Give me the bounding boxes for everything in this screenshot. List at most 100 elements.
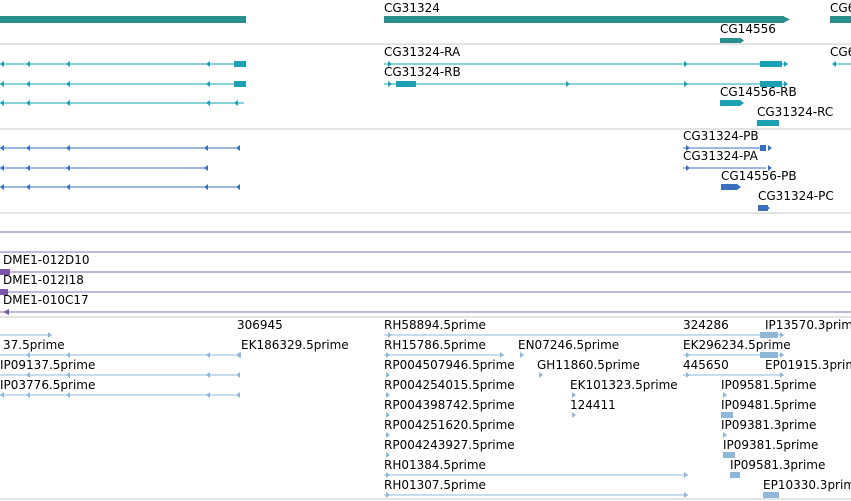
est-arrow[interactable]: [386, 472, 390, 478]
est-arrow[interactable]: [236, 392, 240, 398]
est-arrow[interactable]: [0, 392, 4, 398]
gene-strand-arrow[interactable]: [784, 16, 790, 23]
protein-strand-arrow[interactable]: [0, 184, 4, 190]
clone-end[interactable]: [0, 269, 10, 275]
clone-end[interactable]: [0, 289, 8, 295]
est-arrow[interactable]: [386, 392, 390, 398]
est-arrow[interactable]: [686, 372, 690, 378]
est-arrow[interactable]: [206, 372, 210, 378]
protein-strand-arrow[interactable]: [26, 165, 30, 171]
transcript-exon[interactable]: [234, 81, 246, 87]
gene-strand-arrow[interactable]: [740, 37, 744, 44]
transcript-strand-arrow[interactable]: [66, 81, 70, 87]
transcript-strand-arrow[interactable]: [26, 61, 30, 67]
est-arrow[interactable]: [66, 352, 70, 358]
protein-coding-block[interactable]: [758, 205, 768, 211]
est-arrow[interactable]: [66, 392, 70, 398]
est-arrow[interactable]: [500, 352, 504, 358]
protein-strand-arrow[interactable]: [26, 184, 30, 190]
est-arrow[interactable]: [48, 332, 52, 338]
protein-strand-arrow[interactable]: [686, 145, 690, 151]
est-arrow[interactable]: [686, 352, 690, 358]
protein-strand-arrow[interactable]: [204, 184, 208, 190]
gene-feature[interactable]: [720, 38, 740, 43]
est-arrow[interactable]: [780, 332, 784, 338]
est-block[interactable]: [730, 472, 740, 478]
transcript-strand-arrow[interactable]: [206, 81, 210, 87]
est-arrow[interactable]: [26, 352, 30, 358]
transcript-strand-arrow[interactable]: [784, 61, 788, 67]
est-block[interactable]: [763, 492, 779, 498]
est-arrow[interactable]: [66, 372, 70, 378]
transcript-exon[interactable]: [234, 61, 246, 67]
transcript-strand-arrow[interactable]: [206, 61, 210, 67]
est-arrow[interactable]: [206, 392, 210, 398]
clone-end[interactable]: [3, 309, 9, 315]
est-arrow[interactable]: [386, 412, 390, 418]
transcript-exon[interactable]: [720, 100, 740, 106]
transcript-exon[interactable]: [396, 81, 416, 87]
transcript-strand-arrow[interactable]: [26, 100, 30, 106]
protein-strand-arrow[interactable]: [0, 165, 4, 171]
transcript-strand-arrow[interactable]: [784, 81, 788, 87]
transcript-strand-arrow[interactable]: [388, 81, 392, 87]
transcript-strand-arrow[interactable]: [66, 100, 70, 106]
transcript-strand-arrow[interactable]: [0, 81, 4, 87]
est-arrow[interactable]: [386, 352, 390, 358]
est-arrow[interactable]: [684, 472, 688, 478]
est-arrow[interactable]: [520, 352, 524, 358]
est-arrow[interactable]: [780, 352, 784, 358]
transcript-strand-arrow[interactable]: [206, 100, 210, 106]
protein-strand-arrow[interactable]: [0, 145, 4, 151]
est-arrow[interactable]: [723, 392, 727, 398]
est-arrow[interactable]: [386, 452, 390, 458]
est-arrow[interactable]: [780, 372, 784, 378]
transcript-strand-arrow[interactable]: [66, 61, 70, 67]
transcript-exon[interactable]: [757, 120, 779, 126]
transcript-strand-arrow[interactable]: [832, 61, 836, 67]
transcript-strand-arrow[interactable]: [566, 81, 570, 87]
est-arrow[interactable]: [237, 352, 241, 358]
est-arrow[interactable]: [236, 372, 240, 378]
est-arrow[interactable]: [206, 352, 210, 358]
est-block[interactable]: [723, 452, 735, 458]
transcript-exon[interactable]: [760, 81, 782, 87]
protein-strand-arrow[interactable]: [66, 165, 70, 171]
est-arrow[interactable]: [388, 332, 392, 338]
transcript-strand-arrow[interactable]: [740, 100, 744, 106]
protein-strand-arrow[interactable]: [204, 145, 208, 151]
protein-strand-arrow[interactable]: [66, 184, 70, 190]
protein-strand-arrow[interactable]: [236, 184, 240, 190]
protein-strand-arrow[interactable]: [686, 165, 690, 171]
protein-coding-block[interactable]: [760, 145, 766, 151]
protein-strand-arrow[interactable]: [204, 165, 208, 171]
est-arrow[interactable]: [386, 432, 390, 438]
transcript-strand-arrow[interactable]: [684, 81, 688, 87]
est-arrow[interactable]: [723, 432, 727, 438]
transcript-exon[interactable]: [760, 61, 782, 67]
transcript-strand-arrow[interactable]: [0, 61, 4, 67]
protein-strand-arrow[interactable]: [768, 165, 772, 171]
protein-strand-arrow[interactable]: [236, 145, 240, 151]
transcript-strand-arrow[interactable]: [388, 61, 392, 67]
protein-coding-block[interactable]: [721, 184, 737, 190]
protein-strand-arrow[interactable]: [26, 145, 30, 151]
protein-strand-arrow[interactable]: [737, 184, 741, 190]
est-block[interactable]: [760, 352, 778, 358]
est-arrow[interactable]: [386, 372, 390, 378]
est-arrow[interactable]: [26, 392, 30, 398]
transcript-strand-arrow[interactable]: [684, 61, 688, 67]
est-arrow[interactable]: [572, 412, 576, 418]
est-block[interactable]: [721, 412, 733, 418]
est-arrow[interactable]: [386, 492, 390, 498]
transcript-strand-arrow[interactable]: [234, 100, 238, 106]
protein-strand-arrow[interactable]: [66, 145, 70, 151]
transcript-strand-arrow[interactable]: [26, 81, 30, 87]
est-arrow[interactable]: [684, 492, 688, 498]
est-block[interactable]: [760, 332, 778, 338]
transcript-strand-arrow[interactable]: [0, 100, 4, 106]
est-arrow[interactable]: [572, 392, 576, 398]
est-arrow[interactable]: [539, 372, 543, 378]
gene-feature[interactable]: [830, 16, 851, 23]
